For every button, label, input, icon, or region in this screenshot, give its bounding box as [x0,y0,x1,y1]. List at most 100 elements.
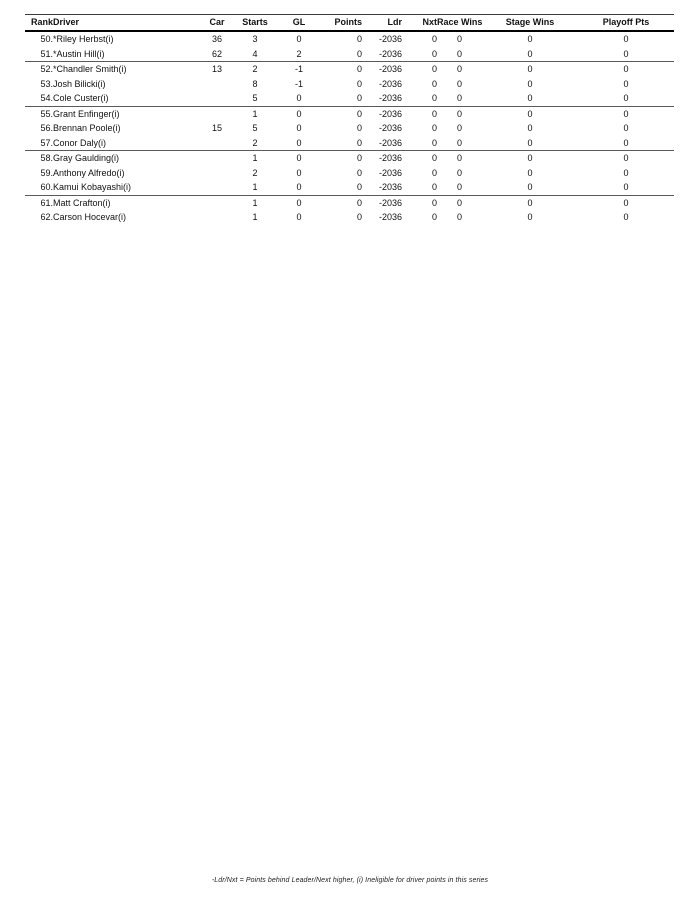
cell-gl: 0 [296,212,302,222]
table-row: 57. Conor Daly(i) 2 0 0 -2036 0 0 0 0 [25,135,674,151]
cell-nxt: 0 [431,34,437,44]
table-row: 56. Brennan Poole(i) 15 5 0 0 -2036 0 0 0 0 [25,121,674,136]
cell-points: 0 [321,135,362,151]
cell-race_wins: 0 [456,212,462,222]
cell-stage_wins: 0 [527,197,533,208]
cell-ldr: -2036 [378,212,402,222]
cell-car [201,77,233,92]
cell-playoff_pts: 0 [578,46,674,62]
column-header-stage_wins: Stage Wins [482,14,578,32]
cell-points: 0 [321,180,362,196]
table-row: 53. Josh Bilicki(i) 8 -1 0 -2036 0 0 0 0 [25,77,674,92]
cell-gl: 0 [296,167,302,178]
cell-car [201,166,233,181]
column-header-points: Points [321,14,362,32]
cell-rank: 58. [40,153,53,163]
cell-playoff_pts: 0 [623,153,629,163]
cell-points: 0 [356,108,362,119]
cell-gl: 2 [277,46,321,62]
cell-ldr: -2036 [378,64,402,74]
cell-gl: -1 [294,78,303,89]
cell-ldr: -2036 [378,197,402,208]
cell-car [201,151,233,166]
cell-points: 0 [356,212,362,222]
table-row: 62. Carson Hocevar(i) 1 0 0 -2036 0 0 0 0 [25,210,674,225]
column-header-ldr: Ldr [362,14,402,32]
cell-playoff_pts: 0 [578,91,674,107]
cell-nxt: 0 [431,108,437,119]
table-header-row: Rank Driver Car Starts GL Points Ldr Nxt Race Wi… [25,14,674,32]
cell-stage_wins: 0 [527,64,533,74]
cell-driver: Gray Gaulding(i) [53,153,120,163]
cell-ldr: -2036 [378,123,402,133]
table-row: 55. Grant Enfinger(i) 1 0 0 -2036 0 0 0 0 [25,106,674,121]
cell-gl: 0 [296,197,302,208]
column-header-rank: Rank [25,14,53,32]
cell-playoff_pts: 0 [623,64,629,74]
cell-race_wins: 0 [456,123,462,133]
cell-rank: 55. [40,108,53,119]
cell-starts: 1 [233,180,277,196]
table-row: 54. Cole Custer(i) 5 0 0 -2036 0 0 0 0 [25,91,674,107]
cell-playoff_pts: 0 [623,78,629,89]
cell-playoff_pts: 0 [578,135,674,151]
cell-stage_wins: 0 [482,180,578,196]
cell-driver: Grant Enfinger(i) [53,108,120,119]
cell-nxt: 0 [402,91,437,107]
cell-gl: 0 [296,123,302,133]
cell-nxt: 0 [431,153,437,163]
cell-playoff_pts: 0 [623,197,629,208]
table-row: 51. *Austin Hill(i) 62 4 2 0 -2036 0 0 0 0 [25,46,674,62]
cell-starts: 1 [252,212,258,222]
cell-rank: 52. [40,64,53,74]
cell-stage_wins: 0 [527,78,533,89]
cell-stage_wins: 0 [482,46,578,62]
cell-starts: 2 [252,167,258,178]
cell-car: 13 [211,64,222,74]
cell-ldr: -2036 [378,167,402,178]
cell-race_wins: 0 [456,34,462,44]
cell-driver: Anthony Alfredo(i) [53,167,125,178]
cell-points: 0 [321,91,362,107]
cell-starts: 1 [252,153,258,163]
cell-playoff_pts: 0 [623,108,629,119]
cell-stage_wins: 0 [527,212,533,222]
cell-stage_wins: 0 [527,167,533,178]
cell-gl: 0 [277,91,321,107]
cell-driver: Kamui Kobayashi(i) [53,180,201,196]
cell-race_wins: 0 [456,197,462,208]
column-header-nxt: Nxt [402,14,437,32]
cell-race_wins: 0 [437,46,482,62]
cell-nxt: 0 [402,180,437,196]
cell-points: 0 [356,167,362,178]
cell-stage_wins: 0 [527,34,533,44]
cell-car [201,106,233,121]
cell-rank: 62. [40,212,53,222]
cell-starts: 5 [252,123,258,133]
cell-starts: 5 [233,91,277,107]
cell-car [201,91,233,107]
cell-ldr: -2036 [362,180,402,196]
cell-car: 15 [211,123,222,133]
cell-rank: 56. [40,123,53,133]
cell-points: 0 [356,123,362,133]
cell-gl: 0 [296,108,302,119]
table-header: Rank Driver Car Starts GL Points Ldr Nxt Race Wi… [25,14,674,32]
cell-ldr: -2036 [378,153,402,163]
cell-stage_wins: 0 [527,123,533,133]
cell-driver: *Riley Herbst(i) [53,34,114,44]
cell-driver: Carson Hocevar(i) [53,212,127,222]
column-header-gl: GL [277,14,321,32]
cell-rank: 51. [25,46,53,62]
cell-playoff_pts: 0 [623,34,629,44]
cell-ldr: -2036 [378,34,402,44]
column-header-playoff_pts: Playoff Pts [578,14,674,32]
cell-starts: 1 [252,108,258,119]
cell-starts: 1 [252,197,258,208]
cell-car: 36 [211,34,222,44]
cell-ldr: -2036 [362,135,402,151]
table-row: 50. *Riley Herbst(i) 36 3 0 0 -2036 0 0 0 0 [25,31,674,47]
cell-nxt: 0 [431,64,437,74]
cell-ldr: -2036 [378,108,402,119]
column-header-car: Car [201,14,233,32]
